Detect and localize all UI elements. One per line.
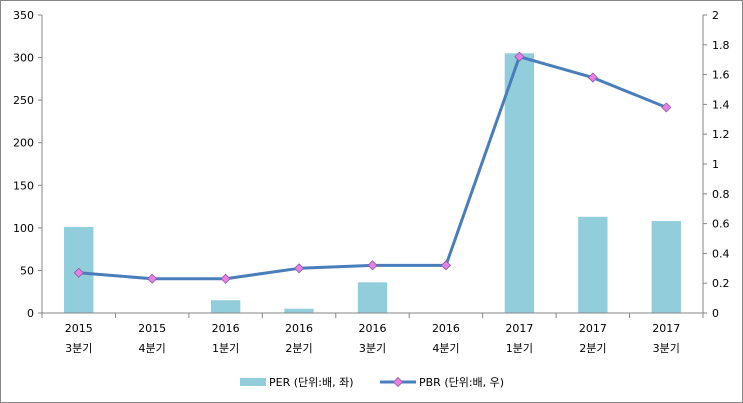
pbr-marker <box>367 260 378 271</box>
right-tick-label: 1.4 <box>712 98 730 111</box>
right-tick-label: 0.8 <box>712 188 730 201</box>
left-tick-label: 300 <box>13 52 34 65</box>
x-category-year: 2017 <box>652 322 680 335</box>
x-category-year: 2016 <box>432 322 460 335</box>
x-category-year: 2015 <box>65 322 93 335</box>
x-category-quarter: 1분기 <box>212 342 239 355</box>
x-category-quarter: 2분기 <box>285 342 312 355</box>
right-tick-label: 2 <box>712 9 719 22</box>
left-tick-label: 100 <box>13 222 34 235</box>
legend: PER (단위:배, 좌) PBR (단위:배, 우) <box>240 376 504 389</box>
per-bar <box>651 221 681 313</box>
pbr-marker <box>661 102 672 113</box>
per-bar <box>357 282 388 313</box>
x-category-quarter: 3분기 <box>359 342 386 355</box>
x-category-quarter: 1분기 <box>506 342 533 355</box>
per-bar <box>578 216 608 313</box>
left-tick-label: 50 <box>20 264 34 277</box>
right-tick-label: 1.8 <box>712 39 730 52</box>
x-category-quarter: 4분기 <box>432 342 459 355</box>
x-category-quarter: 4분기 <box>139 342 166 355</box>
right-tick-label: 0.2 <box>712 277 730 290</box>
x-category-quarter: 3분기 <box>65 342 92 355</box>
x-category-year: 2016 <box>285 322 313 335</box>
left-tick-label: 350 <box>13 9 34 22</box>
right-tick-label: 1.2 <box>712 128 730 141</box>
left-tick-label: 250 <box>13 94 34 107</box>
right-tick-label: 0.6 <box>712 218 730 231</box>
x-category-year: 2016 <box>359 322 387 335</box>
pbr-marker <box>293 263 305 274</box>
x-category-year: 2017 <box>505 322 533 335</box>
right-tick-label: 0 <box>712 307 719 320</box>
per-bar <box>210 300 241 313</box>
pbr-marker <box>73 267 84 278</box>
pbr-marker <box>147 273 158 284</box>
pbr-marker <box>440 260 452 271</box>
per-bar-series <box>64 53 681 314</box>
legend-per-swatch <box>240 378 266 386</box>
right-tick-label: 0.4 <box>712 247 730 260</box>
x-category-year: 2017 <box>579 322 607 335</box>
per-bar <box>504 53 535 314</box>
right-tick-label: 1 <box>712 158 719 171</box>
x-category-year: 2016 <box>212 322 240 335</box>
left-tick-label: 150 <box>13 179 34 192</box>
legend-per-label: PER (단위:배, 좌) <box>269 376 354 389</box>
pbr-marker <box>587 72 598 83</box>
x-category-year: 2015 <box>138 322 166 335</box>
legend-pbr-label: PBR (단위:배, 우) <box>419 376 504 389</box>
x-category-quarter: 2분기 <box>579 342 606 355</box>
axes: 0 50 100 150 200 250 300 350 0 0.2 0.4 0.6 0.8 1 1.2 1.… <box>13 9 730 355</box>
legend-pbr-marker <box>392 376 404 388</box>
left-tick-label: 200 <box>13 137 34 150</box>
pbr-line-series <box>73 51 672 284</box>
per-bar <box>284 308 314 313</box>
left-tick-label: 0 <box>27 307 34 320</box>
x-category-quarter: 3분기 <box>653 342 680 355</box>
right-tick-label: 1.6 <box>712 69 730 82</box>
pbr-marker <box>514 51 525 62</box>
pbr-marker <box>220 273 231 284</box>
